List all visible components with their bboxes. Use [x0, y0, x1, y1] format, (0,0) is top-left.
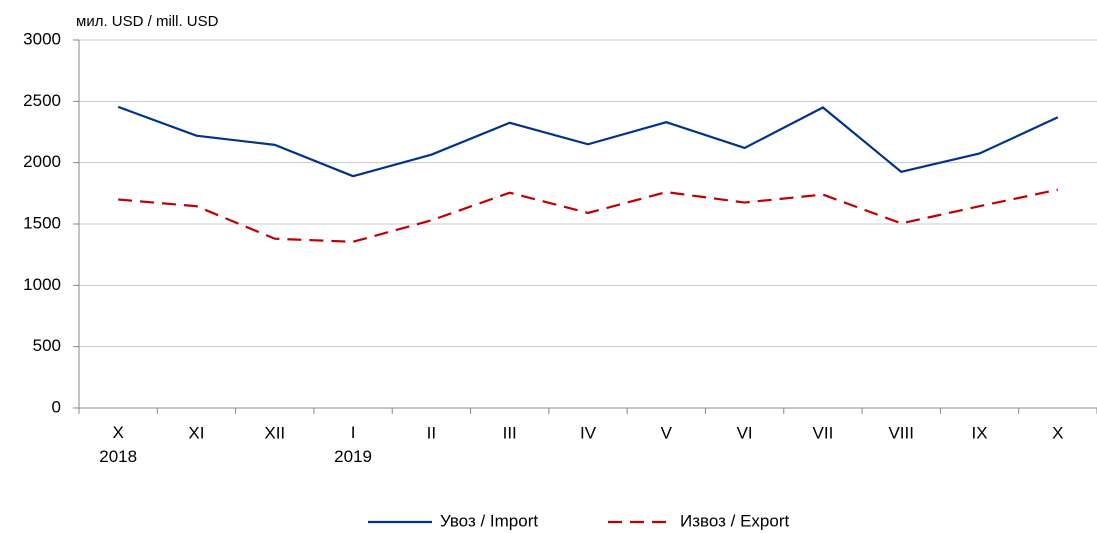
x-tick-label: IX [972, 423, 988, 442]
x-tick-label: X 2018 [99, 423, 137, 466]
y-tick-label: 3000 [23, 29, 61, 48]
line-series [118, 188, 1059, 243]
x-tick-label: VI [737, 423, 753, 442]
x-tick-label: XI [188, 423, 204, 442]
y-tick-label: 1500 [23, 213, 61, 232]
x-tick-label: III [503, 423, 517, 442]
legend-label: Извоз / Export [680, 511, 789, 530]
y-tick-label: 2500 [23, 91, 61, 110]
legend-label: Увоз / Import [440, 511, 538, 530]
y-axis-label: мил. USD / mill. USD [76, 13, 219, 30]
x-tick-label: X [1052, 423, 1063, 442]
x-tick-label: V [661, 423, 673, 442]
x-tick-label: II [427, 423, 436, 442]
y-tick-label: 500 [33, 336, 61, 355]
x-tick-label: VII [813, 423, 834, 442]
line-series [117, 105, 1059, 178]
y-tick-label: 2000 [23, 152, 61, 171]
x-tick-label: I 2019 [334, 423, 372, 466]
y-tick-label: 0 [52, 397, 61, 416]
y-tick-label: 1000 [23, 275, 61, 294]
x-tick-label: IV [580, 423, 597, 442]
x-tick-label: VIII [888, 423, 914, 442]
x-tick-label: XII [264, 423, 285, 442]
